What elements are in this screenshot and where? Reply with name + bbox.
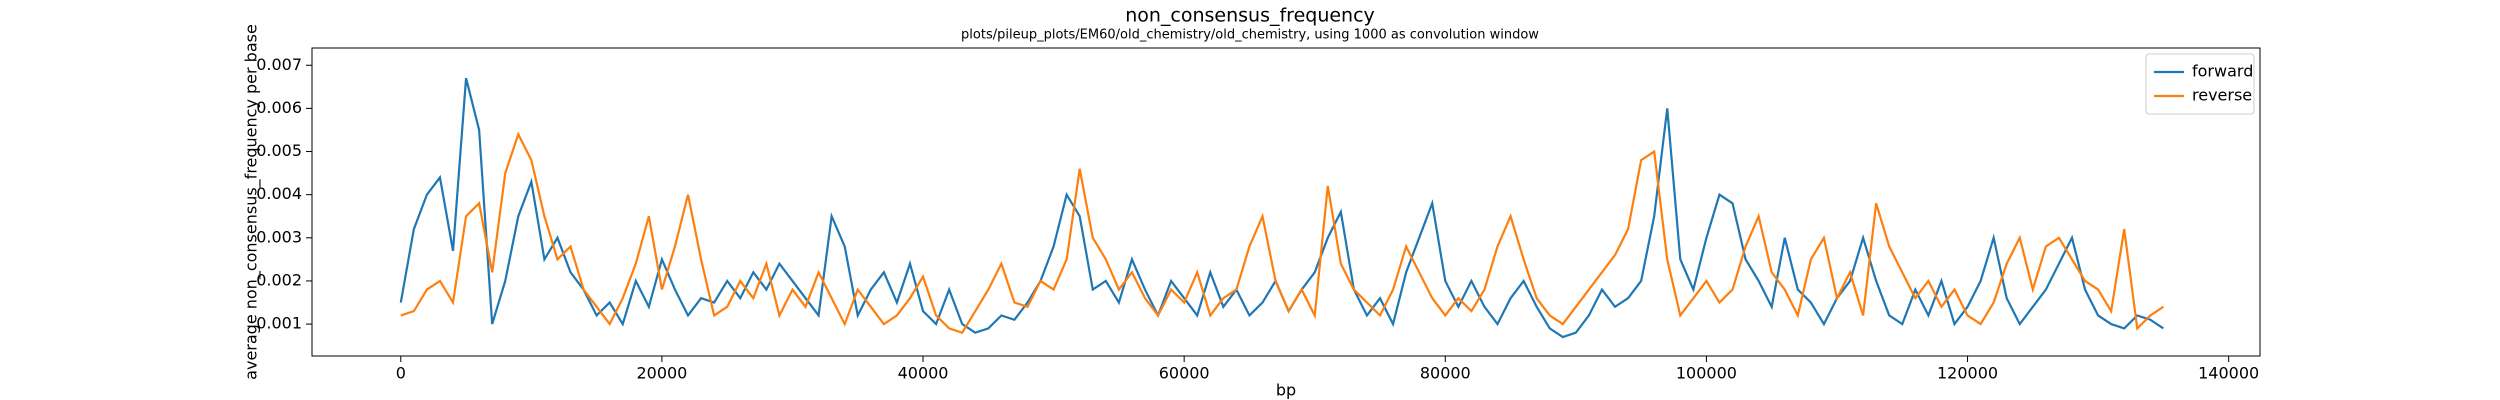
x-tick-label: 20000: [636, 364, 687, 383]
legend-label: forward: [2192, 62, 2253, 81]
y-tick-label: 0.006: [256, 98, 302, 117]
data-line: [400, 131, 2164, 335]
y-axis-label: average non_consensus_frequency per base: [242, 24, 262, 380]
legend-label: reverse: [2192, 86, 2252, 105]
chart-subtitle: plots/pileup_plots/EM60/old_chemistry/ol…: [961, 28, 1539, 43]
x-axis-label: bp: [1276, 381, 1296, 400]
x-tick-label: 80000: [1420, 364, 1471, 383]
x-tick-label: 120000: [1937, 364, 1998, 383]
x-tick-label: 100000: [1676, 364, 1737, 383]
y-tick-label: 0.004: [256, 184, 302, 203]
y-tick-label: 0.007: [256, 55, 302, 74]
y-tick-label: 0.003: [256, 227, 302, 246]
plot-frame: [311, 47, 2261, 357]
chart-title: non_consensus_frequency: [1125, 5, 1375, 27]
legend-box: [2145, 53, 2255, 115]
x-tick-label: 40000: [898, 364, 949, 383]
x-tick-label: 0: [396, 364, 406, 383]
x-tick-label: 60000: [1159, 364, 1210, 383]
x-tick-label: 140000: [2198, 364, 2259, 383]
y-tick-label: 0.005: [256, 141, 302, 160]
y-tick-label: 0.001: [256, 314, 302, 333]
y-tick-label: 0.002: [256, 270, 302, 289]
